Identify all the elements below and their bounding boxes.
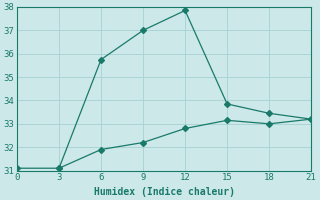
X-axis label: Humidex (Indice chaleur): Humidex (Indice chaleur) [93, 186, 235, 197]
